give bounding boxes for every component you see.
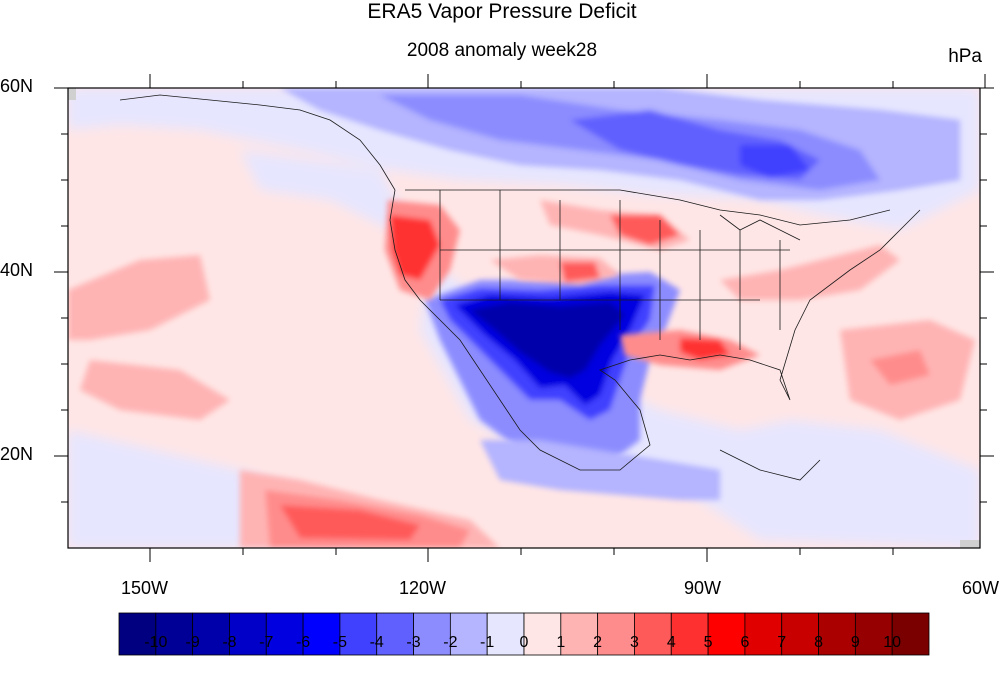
colorbar-tick-label: 10 [883,634,902,651]
colorbar-tick-label: -1 [480,634,495,651]
colorbar-tick-label: -3 [406,634,421,651]
colorbar-box [486,612,525,656]
colorbar-tick-label: -6 [295,634,311,651]
colorbar-tick-label: 6 [740,634,750,651]
units-label: hPa [948,46,982,67]
colorbar-box [449,612,488,656]
colorbar-tick-label: -9 [185,634,200,651]
colorbar-box [634,612,672,656]
colorbar-box [413,612,451,656]
lon-label-60w: 60W [962,578,1000,598]
colorbar-box [376,612,414,656]
colorbar-tick-label: 3 [630,634,639,651]
colorbar-tick-label: -4 [369,634,384,651]
colorbar-tick-label: -8 [222,634,237,651]
colorbar-box [523,612,562,656]
colorbar-tick-label: 8 [814,634,823,651]
colorbar-box [192,612,230,656]
colorbar-tick-label: -10 [144,634,168,651]
colorbar [118,612,930,656]
colorbar-tick-label: 0 [519,634,529,651]
colorbar-box [670,612,709,656]
colorbar-box [302,612,341,656]
colorbar-tick-label: 1 [556,634,566,651]
lat-label-60n: 60N [0,76,34,96]
map-title: ERA5 Vapor Pressure Deficit [367,0,637,23]
colorbar-tick-label: -2 [443,634,458,651]
map-subtitle: 2008 anomaly week28 [406,40,598,61]
anomaly-field [68,88,980,548]
colorbar-box [781,612,819,656]
colorbar-tick-label: -7 [259,634,274,651]
lat-label-40n: 40N [0,260,34,280]
colorbar-tick-label: 7 [777,634,787,651]
colorbar-tick-label: 5 [703,634,713,651]
colorbar-tick-label: 2 [593,634,603,651]
colorbar-box [891,612,930,656]
colorbar-tick-label: -5 [332,634,348,651]
colorbar-box [118,612,157,656]
lat-label-20n: 20N [0,444,34,464]
colorbar-tick-label: 9 [850,634,860,651]
lon-label-120w: 120W [399,578,447,598]
colorbar-box [707,612,746,656]
lon-label-150w: 150W [121,578,169,598]
lon-label-90w: 90W [684,578,722,598]
colorbar-box [818,612,856,656]
colorbar-box [597,612,635,656]
colorbar-box [854,612,893,656]
colorbar-box [265,612,304,656]
colorbar-tick-label: 4 [666,634,676,651]
